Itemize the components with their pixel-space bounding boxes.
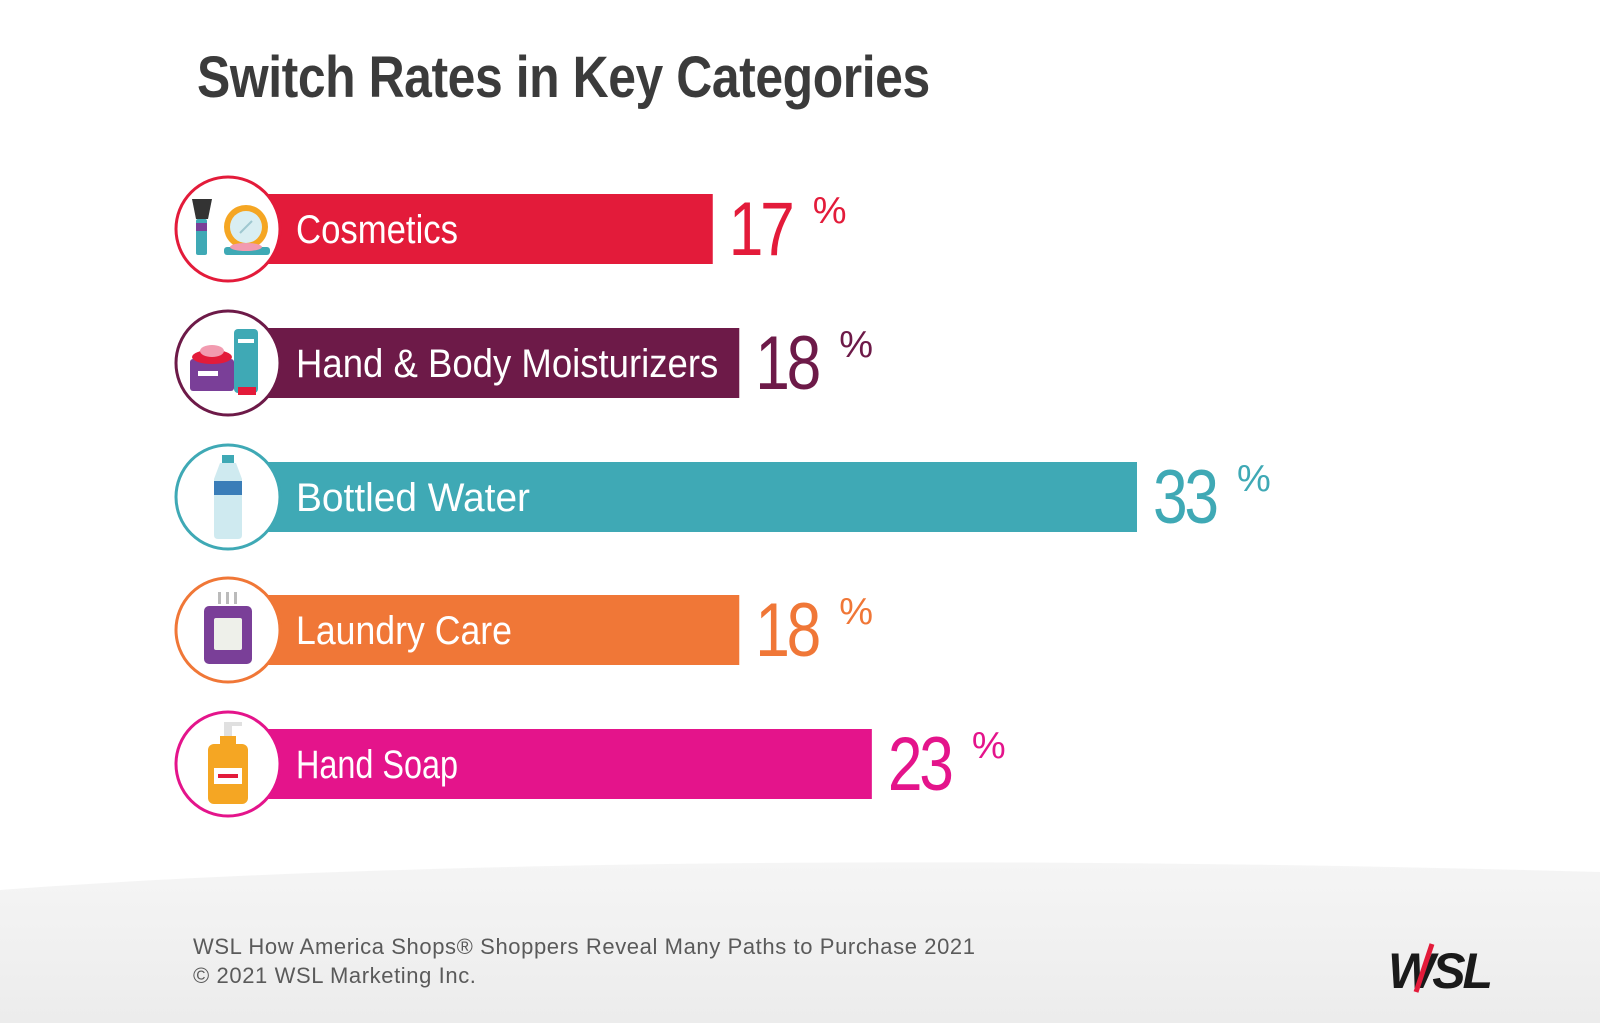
- value-label: 33: [1153, 454, 1217, 539]
- chart-title: Switch Rates in Key Categories: [197, 45, 930, 110]
- copyright-line: © 2021 WSL Marketing Inc.: [193, 963, 477, 988]
- wsl-logo: WSL: [1388, 943, 1494, 998]
- value-label: 23: [888, 721, 952, 806]
- bar-moisturizers: [262, 328, 740, 398]
- soap-pump-icon: [208, 722, 248, 804]
- bar-bottled-water: [262, 462, 1137, 532]
- source-line-1: WSL How America Shops® Shoppers Reveal M…: [193, 934, 976, 959]
- category-label: Hand & Body Moisturizers: [296, 342, 718, 386]
- water-bottle-icon: [214, 455, 242, 539]
- svg-text:WSL: WSL: [1388, 943, 1491, 998]
- category-label: Bottled Water: [296, 476, 530, 520]
- value-label: 18: [755, 587, 819, 672]
- bar-cosmetics: [262, 194, 713, 264]
- moisturizer-icon: [190, 329, 258, 395]
- percent-sign: %: [839, 591, 873, 633]
- category-label: Cosmetics: [296, 208, 458, 252]
- footer-background: [0, 862, 1600, 1023]
- percent-sign: %: [1237, 458, 1271, 500]
- percent-sign: %: [813, 190, 847, 232]
- value-label: 17: [729, 186, 793, 271]
- bar-laundry-care: [262, 595, 740, 665]
- value-label: 18: [755, 320, 819, 405]
- category-label: Hand Soap: [296, 743, 458, 787]
- percent-sign: %: [972, 725, 1006, 767]
- percent-sign: %: [839, 324, 873, 366]
- category-label: Laundry Care: [296, 609, 512, 653]
- cosmetics-icon: [192, 199, 270, 255]
- source-note: WSL How America Shops® Shoppers Reveal M…: [193, 932, 976, 990]
- bar-hand-soap: [262, 729, 872, 799]
- laundry-detergent-icon: [204, 592, 252, 664]
